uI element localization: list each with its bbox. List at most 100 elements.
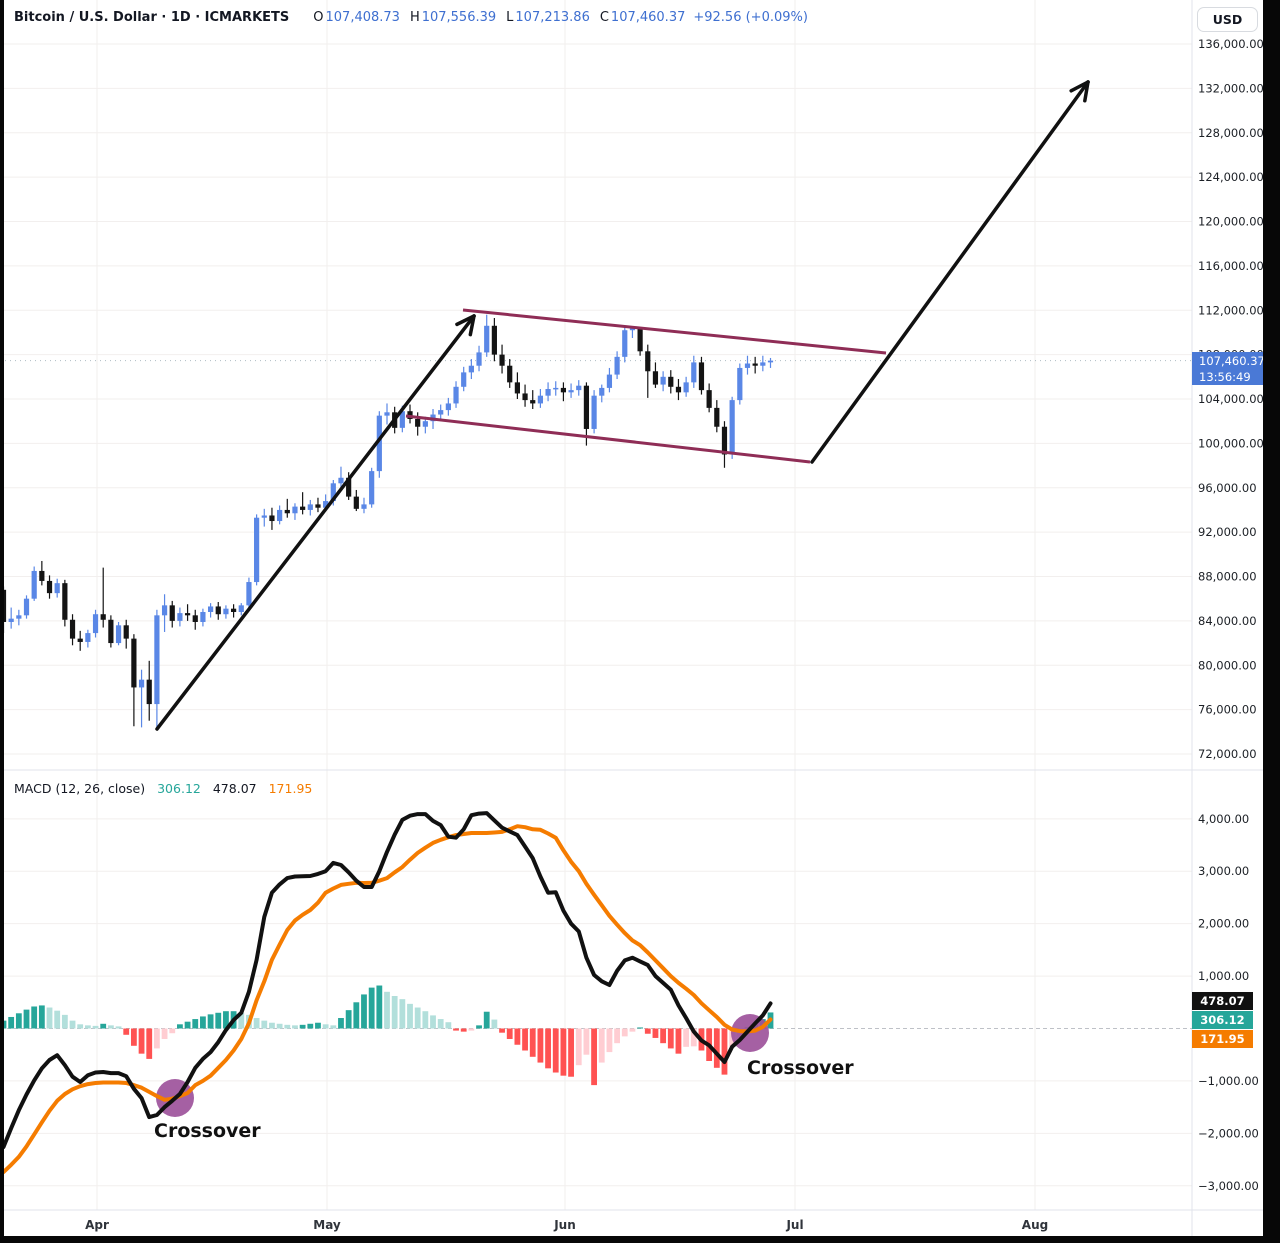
macd-histogram-bar xyxy=(591,1028,597,1086)
candle-body xyxy=(568,390,574,393)
price-tick-label: 80,000.00 xyxy=(1198,658,1257,672)
candle-body xyxy=(629,328,636,331)
candles-layer[interactable] xyxy=(0,314,774,728)
macd-histogram xyxy=(0,985,774,1086)
macd-tick-label: −2,000.00 xyxy=(1198,1126,1259,1140)
macd-histogram-bar xyxy=(123,1028,130,1035)
channel-upper-line[interactable] xyxy=(462,308,887,355)
candle-body xyxy=(553,387,559,390)
time-axis-label-aug: Aug xyxy=(1022,1218,1048,1232)
macd-histogram-bar xyxy=(84,1025,91,1029)
trend-channel xyxy=(405,308,887,464)
macd-histogram-bar xyxy=(269,1022,275,1029)
candle-body xyxy=(591,395,597,429)
macd-tick-label: 3,000.00 xyxy=(1198,864,1249,878)
candle-body xyxy=(668,376,674,387)
price-tick-label: 136,000.00 xyxy=(1198,37,1264,51)
candle-body xyxy=(223,608,229,615)
close-label: C xyxy=(599,10,609,25)
macd-tick-label: 1,000.00 xyxy=(1198,969,1249,983)
macd-histogram-bar xyxy=(529,1028,536,1057)
candle-body xyxy=(606,374,613,388)
candle-body xyxy=(69,619,76,639)
macd-legend[interactable]: MACD (12, 26, close) 306.12 478.07 171.9… xyxy=(14,781,312,796)
impulse-arrow-head xyxy=(455,314,476,327)
candle-body xyxy=(545,389,551,396)
macd-histogram-bar xyxy=(284,1024,291,1029)
macd-histogram-bar xyxy=(453,1028,459,1031)
macd-histogram-bar xyxy=(38,1005,45,1029)
candle-body xyxy=(8,618,14,622)
candle-body xyxy=(169,605,175,621)
candle-body xyxy=(760,362,766,366)
macd-histogram-bar xyxy=(437,1019,444,1029)
candle-body xyxy=(484,325,490,353)
macd-histogram-bar xyxy=(629,1028,636,1032)
macd-histogram-bar xyxy=(107,1025,114,1029)
candle-body xyxy=(115,625,122,644)
time-axis[interactable]: Apr May Jun Jul Aug xyxy=(85,1218,1048,1232)
candle-body xyxy=(123,625,129,639)
macd-line-value: 478.07 xyxy=(212,781,257,796)
price-tick-label: 132,000.00 xyxy=(1198,81,1264,95)
macd-axis-tag-macd: 478.07 xyxy=(1192,992,1253,1010)
close-value: 107,460.37 xyxy=(610,10,686,25)
candle-body xyxy=(384,412,390,416)
macd-axis-tag-signal: 171.95 xyxy=(1192,1030,1253,1048)
macd-histogram-bar xyxy=(499,1028,505,1033)
macd-histogram-bar xyxy=(384,991,390,1029)
open-value: 107,408.73 xyxy=(325,10,400,25)
price-tick-label: 72,000.00 xyxy=(1198,747,1257,761)
macd-histogram-bar xyxy=(192,1019,199,1029)
crossover-annotation-1: Crossover xyxy=(154,1120,261,1142)
candle-body xyxy=(645,351,651,372)
macd-histogram-bar xyxy=(491,1019,498,1029)
macd-histogram-bar xyxy=(606,1028,613,1053)
candle-body xyxy=(238,605,244,612)
macd-histogram-bar xyxy=(15,1013,22,1029)
price-tick-label: 120,000.00 xyxy=(1198,215,1264,229)
window-edge-bottom xyxy=(0,1236,1280,1243)
candle-body xyxy=(560,387,567,393)
candle-body xyxy=(675,386,682,393)
macd-signal-value: 171.95 xyxy=(268,781,313,796)
candle-body xyxy=(522,393,528,401)
candle-body xyxy=(706,390,712,408)
macd-histogram-bar xyxy=(276,1023,283,1029)
macd-histogram-bar xyxy=(483,1011,490,1029)
candle-body xyxy=(138,679,145,688)
candle-body xyxy=(207,606,214,612)
bar-countdown: 13:56:49 xyxy=(1199,369,1251,384)
price-tick-label: 112,000.00 xyxy=(1198,303,1264,317)
breakout-projection-arrow[interactable] xyxy=(810,80,1090,464)
symbol-title[interactable]: Bitcoin / U.S. Dollar · 1D · ICMARKETS xyxy=(14,10,290,25)
macd-histogram-bar xyxy=(0,1020,7,1029)
candle-body xyxy=(85,633,91,642)
macd-histogram-bar xyxy=(430,1015,436,1029)
candle-body xyxy=(476,352,482,366)
impulse-arrow[interactable] xyxy=(155,314,476,731)
open-label: O xyxy=(313,10,324,25)
candle-body xyxy=(376,415,382,472)
last-price-axis-label: 107,460.37 13:56:49 xyxy=(1192,352,1265,385)
macd-histogram-bar xyxy=(713,1028,720,1068)
time-axis-label-apr: Apr xyxy=(85,1218,109,1232)
macd-histogram-bar xyxy=(92,1025,99,1029)
macd-histogram-bar xyxy=(644,1028,651,1034)
currency-toggle-button[interactable]: USD xyxy=(1197,7,1258,32)
macd-histogram-bar xyxy=(31,1006,38,1029)
candle-body xyxy=(315,504,321,508)
candle-body xyxy=(254,517,260,583)
candle-body xyxy=(23,598,30,616)
candle-body xyxy=(453,386,459,404)
macd-histogram-bar xyxy=(721,1028,728,1075)
price-axis[interactable]: 136,000.00 132,000.00 128,000.00 124,000.00… xyxy=(1198,37,1264,1193)
price-tick-label: 84,000.00 xyxy=(1198,614,1257,628)
macd-histogram-bar xyxy=(115,1026,122,1029)
channel-lower-line[interactable] xyxy=(405,414,811,464)
candle-body xyxy=(698,362,705,391)
macd-histogram-bar xyxy=(683,1028,690,1047)
candle-body xyxy=(307,504,313,510)
macd-histogram-bar xyxy=(614,1028,620,1044)
